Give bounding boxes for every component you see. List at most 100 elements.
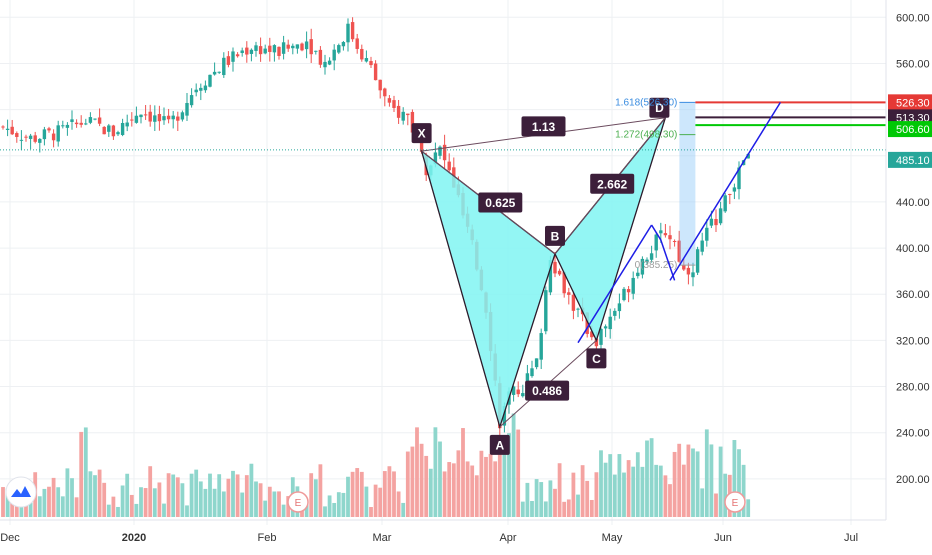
volume-bar [511, 413, 516, 517]
trendline[interactable] [669, 101, 782, 281]
candle-body [553, 261, 557, 274]
candle-body [65, 124, 70, 128]
candle-body [714, 218, 718, 226]
candle-body [392, 100, 396, 108]
volume-bar [217, 474, 222, 517]
volume-bar [313, 479, 318, 517]
volume-bar [681, 464, 686, 517]
volume-bar [415, 427, 419, 517]
volume-bar [125, 473, 130, 517]
price-tag[interactable]: 506.60 [888, 121, 932, 138]
ratio-label-0-486[interactable]: 0.486 [525, 380, 570, 401]
candle-body [622, 288, 626, 301]
candle-body [686, 267, 691, 275]
candle-body [162, 116, 166, 121]
ratio-label-0-486-bg [525, 380, 570, 401]
point-c-label: C [592, 352, 601, 366]
earnings-marker-icon[interactable]: E [724, 491, 746, 513]
volume-bar [626, 460, 631, 517]
candle-body [327, 60, 332, 65]
point-d[interactable]: D [649, 97, 670, 118]
candle-body [74, 122, 79, 125]
price-tag[interactable]: 485.10 [888, 151, 932, 168]
volume-bar [74, 497, 79, 517]
earnings-marker-icon[interactable]: E [287, 491, 309, 513]
volume-bar [19, 501, 24, 517]
point-c-bg [586, 348, 607, 369]
volume-bar [447, 462, 452, 517]
point-b-label: B [551, 229, 560, 243]
candle-body [360, 48, 364, 60]
fib-projection-box[interactable] [679, 102, 696, 266]
price-tag-bg [888, 94, 932, 111]
volume-bar [139, 487, 143, 517]
point-a[interactable]: A [489, 434, 510, 455]
candle-body [396, 105, 401, 118]
price-tag[interactable]: 526.30 [888, 94, 932, 111]
candle-body [10, 126, 14, 135]
candle-body [323, 61, 327, 68]
volume-bar [714, 493, 718, 517]
volume-bar [235, 474, 240, 517]
volume-bar [70, 478, 74, 517]
candle-body [254, 45, 258, 51]
candle-body [502, 406, 507, 426]
candle-body [143, 114, 148, 116]
volume-bar [741, 464, 746, 517]
volume-bar [152, 488, 157, 517]
candle-body [530, 368, 534, 377]
volume-bar [387, 466, 392, 517]
volume-bar [612, 474, 617, 517]
volume-bar [318, 464, 323, 517]
candle-body [176, 116, 180, 121]
point-x[interactable]: X [411, 123, 432, 144]
volume-bar [686, 444, 691, 517]
volume-bar [47, 486, 51, 517]
point-b[interactable]: B [545, 225, 565, 246]
volume-bar [640, 466, 645, 517]
candle-body [705, 227, 709, 241]
volume-bar [474, 475, 479, 517]
volume-bar [129, 494, 134, 517]
date-tick-label: Jul [844, 532, 858, 544]
volume-bar [465, 461, 470, 517]
trendline[interactable] [577, 224, 653, 344]
price-tag-label: 485.10 [896, 155, 930, 167]
candle-body [709, 218, 714, 226]
trendline[interactable] [650, 224, 676, 281]
point-c[interactable]: C [586, 348, 607, 369]
candle-body [107, 125, 111, 132]
harmonic-pattern[interactable]: X A B C D 1.13 0.625 2.662 0.486 [411, 97, 670, 455]
volume-bar [392, 471, 396, 517]
candle-body [521, 393, 525, 397]
ratio-label-0-625[interactable]: 0.625 [478, 192, 523, 213]
candle-body [70, 119, 74, 122]
candle-body [15, 133, 19, 137]
ratio-label-2-662[interactable]: 2.662 [590, 173, 635, 194]
candle-body [84, 123, 88, 125]
volume-bar [580, 465, 585, 517]
volume-bar [525, 482, 530, 517]
logo-icon[interactable] [5, 476, 37, 508]
volume-bar [405, 451, 410, 517]
volume-bar [704, 429, 709, 517]
candle-body [268, 45, 272, 52]
volume-bar [208, 473, 212, 517]
date-tick-label: Feb [258, 532, 277, 544]
candle-body [672, 240, 677, 242]
volume-bar [635, 452, 640, 517]
volume-bar [221, 491, 226, 517]
price-tick-label: 280.00 [896, 382, 930, 394]
ratio-label-1-13[interactable]: 1.13 [521, 116, 566, 137]
candle-body [682, 265, 686, 270]
candle-body [189, 95, 194, 106]
drawing-lines[interactable]: 1.618(526.30) 1.272(498.30) 0(385.25) [0, 97, 886, 344]
candle-body [212, 71, 217, 75]
candle-body [369, 61, 373, 66]
volume-bar [373, 484, 378, 517]
volume-bar [461, 428, 465, 517]
